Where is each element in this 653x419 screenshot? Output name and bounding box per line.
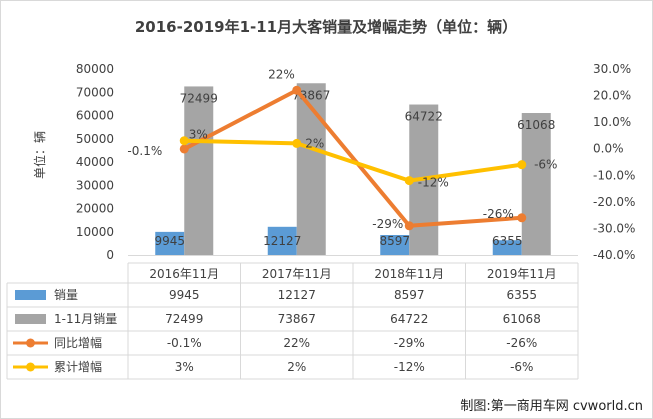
line-point [404, 176, 414, 186]
line-data-label: -12% [418, 176, 449, 190]
y2-tick-label: -30.0% [593, 221, 635, 235]
y2-tick-label: 30.0% [593, 62, 631, 76]
series-line [182, 88, 524, 228]
bar [492, 240, 522, 255]
table-cell: -0.1% [167, 336, 202, 350]
bar-data-label: 64722 [405, 110, 443, 124]
table-cell: -26% [506, 336, 537, 350]
table-cell: 72499 [165, 312, 203, 326]
y-tick-label: 20000 [76, 202, 114, 216]
y-tick-label: 10000 [76, 225, 114, 239]
y2-tick-label: 0.0% [593, 142, 624, 156]
legend-label: 1-11月销量 [54, 312, 117, 326]
bar [155, 231, 185, 255]
bar-data-label: 6355 [492, 234, 523, 248]
line-point [292, 138, 302, 148]
table-cell: 12127 [278, 288, 316, 302]
y-tick-label: 30000 [76, 178, 114, 192]
legend-marker [26, 362, 35, 372]
series-line [182, 138, 524, 183]
table-cell: 8597 [394, 288, 425, 302]
table-cell: 2% [287, 360, 306, 374]
y-tick-label: 70000 [76, 85, 114, 99]
line-data-label: 22% [268, 67, 295, 81]
bar-data-label: 72499 [180, 91, 218, 105]
legend-label: 累计增幅 [54, 359, 102, 374]
x-tick-label: 2018年11月 [374, 267, 444, 281]
line-point [404, 221, 414, 231]
line-point [292, 85, 302, 95]
plot-area: 0 10000 20000 30000 40000 50000 60000 70000 8000… [76, 62, 636, 262]
line-point [179, 144, 189, 154]
bar-data-label: 61068 [517, 118, 555, 132]
table-cell: -12% [394, 360, 425, 374]
bar [184, 86, 214, 256]
y2-tick-label: -40.0% [593, 248, 635, 262]
line-data-label: -6% [534, 158, 557, 172]
y2-tick-label: 10.0% [593, 115, 631, 129]
bar-data-label: 9945 [154, 234, 185, 248]
source-note: 制图:第一商用车网 cvworld.cn [460, 398, 643, 414]
y-tick-label: 0 [106, 248, 114, 262]
y-axis-title: 单位：辆 [32, 131, 47, 179]
chart-title: 2016-2019年1-11月大客销量及增幅走势（单位：辆） [135, 18, 517, 36]
legend-swatch [15, 314, 46, 324]
y2-tick-label: -10.0% [593, 168, 635, 182]
legend-marker [26, 338, 35, 348]
bar [380, 235, 410, 255]
line-data-label: -26% [483, 207, 514, 221]
y-tick-label: 50000 [76, 132, 114, 146]
x-tick-label: 2016年11月 [149, 267, 219, 281]
line-point [179, 136, 189, 146]
table-cell: 61068 [503, 312, 541, 326]
x-tick-label: 2017年11月 [262, 267, 332, 281]
table-cell: 9945 [169, 288, 200, 302]
line-data-label: 2% [305, 136, 324, 150]
table-cell: -29% [394, 336, 425, 350]
bar [267, 226, 297, 255]
line-point [517, 213, 527, 223]
y2-tick-label: -20.0% [593, 195, 635, 209]
x-tick-label: 2019年11月 [487, 267, 557, 281]
line-data-label: 3% [189, 128, 208, 142]
y-tick-label: 80000 [76, 62, 114, 76]
legend-swatch [15, 290, 46, 300]
legend-label: 同比增幅 [54, 335, 102, 350]
line-data-label: -29% [372, 217, 403, 231]
bar [296, 83, 326, 256]
bar [521, 113, 551, 255]
line-point [517, 160, 527, 170]
y-tick-label: 40000 [76, 155, 114, 169]
line-data-label: -0.1% [127, 144, 162, 158]
table-cell: 3% [175, 360, 194, 374]
y2-tick-label: 20.0% [593, 89, 631, 103]
table-cell: 73867 [278, 312, 316, 326]
legend-label: 销量 [54, 288, 78, 302]
table-cell: 6355 [506, 288, 537, 302]
bar-data-label: 12127 [263, 234, 301, 248]
y-tick-label: 60000 [76, 109, 114, 123]
bar-data-label: 8597 [379, 234, 410, 248]
table-cell: 64722 [390, 312, 428, 326]
table-cell: -6% [510, 360, 533, 374]
table-cell: 22% [283, 336, 310, 350]
